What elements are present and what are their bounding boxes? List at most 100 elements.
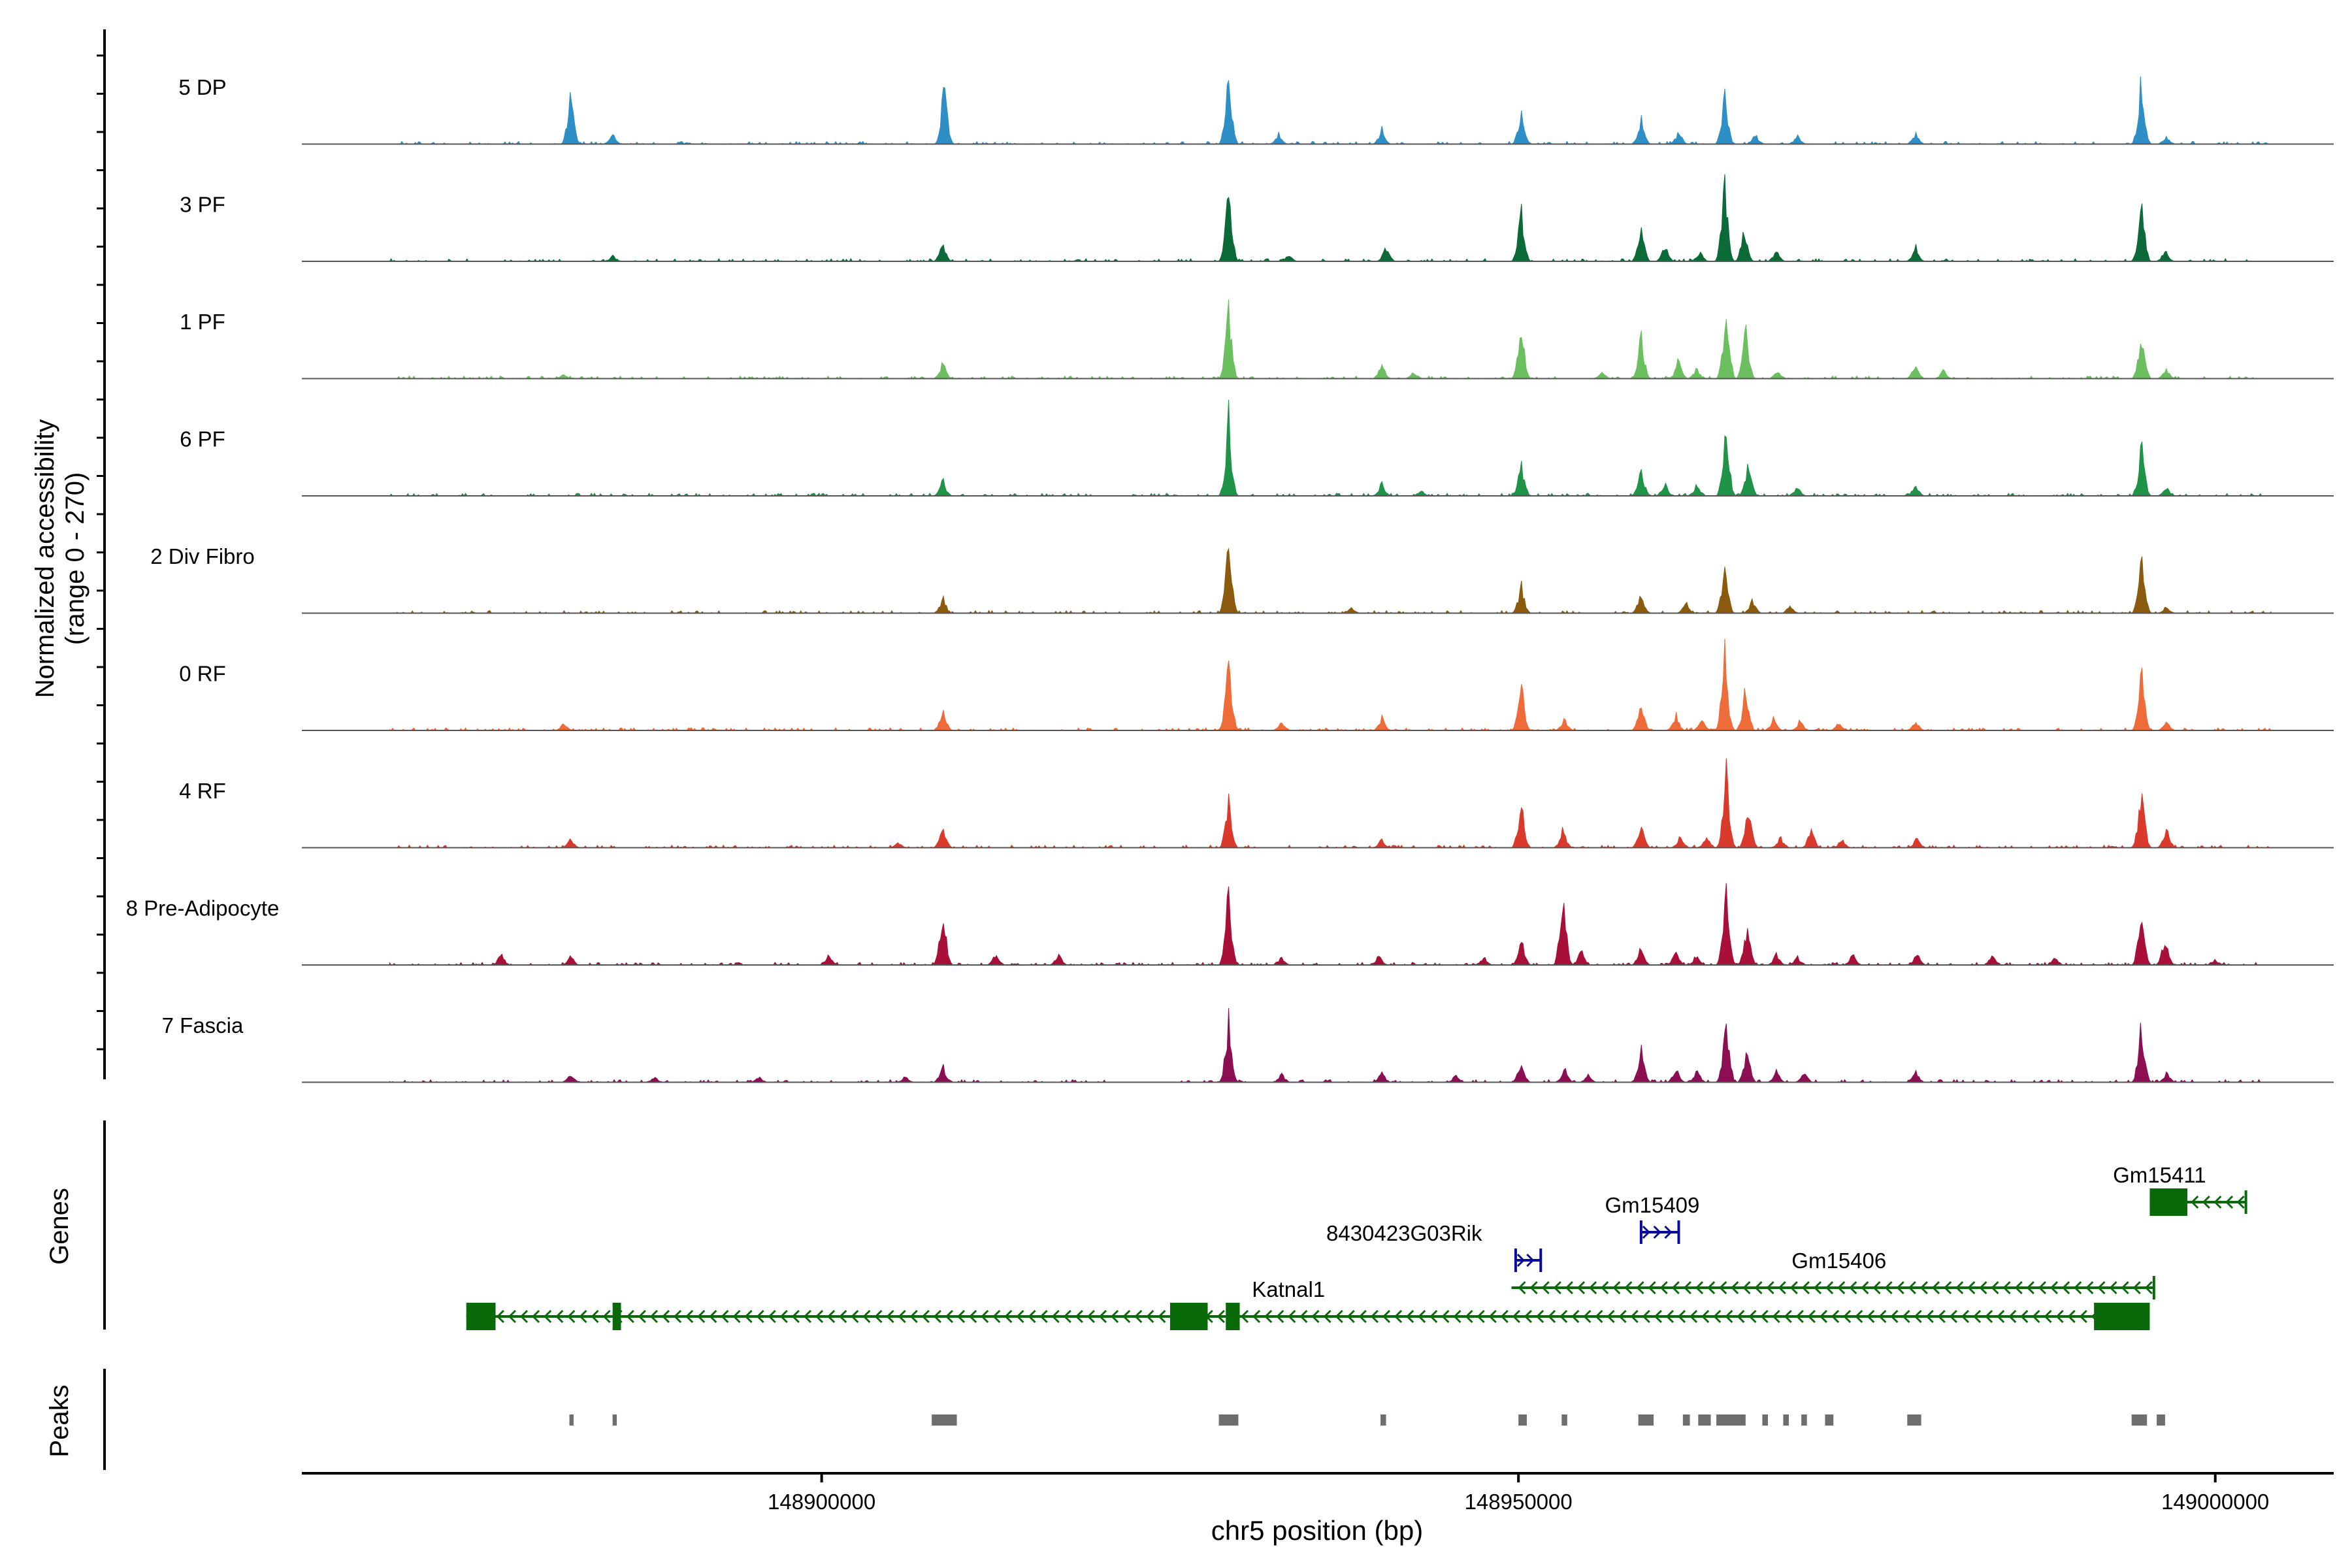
strand-chevron xyxy=(1529,1281,1538,1295)
strand-chevron xyxy=(992,1309,1001,1324)
track-8-pre-adipocyte: 8 Pre-Adipocyte xyxy=(126,883,2334,966)
strand-chevron xyxy=(1878,1309,1887,1324)
strand-chevron xyxy=(1819,1309,1828,1324)
strand-chevron xyxy=(1347,1309,1355,1324)
strand-chevron xyxy=(1754,1281,1763,1295)
strand-chevron xyxy=(2026,1281,2034,1295)
track-label: 4 RF xyxy=(179,779,226,803)
strand-chevron xyxy=(1288,1309,1296,1324)
strand-chevron xyxy=(1997,1309,2005,1324)
strand-chevron xyxy=(709,1309,717,1324)
strand-chevron xyxy=(1653,1225,1661,1239)
strand-chevron xyxy=(1884,1281,1893,1295)
strand-chevron xyxy=(803,1309,812,1324)
strand-chevron xyxy=(1465,1309,1473,1324)
peak-region xyxy=(1716,1414,1746,1426)
strand-chevron xyxy=(1991,1281,1999,1295)
strand-chevron xyxy=(1039,1309,1048,1324)
strand-chevron xyxy=(2132,1281,2141,1295)
track-label: 7 Fascia xyxy=(162,1013,244,1037)
x-axis-label: chr5 position (bp) xyxy=(1211,1515,1424,1546)
strand-chevron xyxy=(886,1309,894,1324)
strand-chevron xyxy=(1654,1309,1662,1324)
strand-chevron xyxy=(2067,1309,2076,1324)
genes-panel-label: Genes xyxy=(45,1188,74,1265)
track-label: 8 Pre-Adipocyte xyxy=(126,896,280,921)
strand-chevron xyxy=(602,1309,611,1324)
strand-chevron xyxy=(1742,1281,1751,1295)
strand-chevron xyxy=(1890,1309,1899,1324)
strand-chevron xyxy=(1526,1253,1535,1267)
strand-chevron xyxy=(2044,1309,2052,1324)
exon xyxy=(2149,1188,2188,1216)
strand-chevron xyxy=(2074,1281,2082,1295)
strand-chevron xyxy=(1583,1309,1592,1324)
x-axis-ticks: 148900000 148950000 149000000 xyxy=(768,1473,2269,1514)
strand-chevron xyxy=(968,1309,977,1324)
strand-chevron xyxy=(945,1309,954,1324)
strand-chevron xyxy=(1725,1309,1733,1324)
strand-chevron xyxy=(2050,1281,2059,1295)
strand-chevron xyxy=(768,1309,776,1324)
strand-chevron xyxy=(815,1309,824,1324)
strand-chevron xyxy=(1861,1281,1869,1295)
x-tick-label: 148900000 xyxy=(768,1490,875,1514)
strand-chevron xyxy=(1665,1309,1674,1324)
y-axis-label-line1: Normalized accessibility xyxy=(31,419,59,698)
strand-chevron xyxy=(1972,1309,1982,1324)
strand-chevron xyxy=(1063,1309,1071,1324)
strand-chevron xyxy=(1955,1281,1964,1295)
strand-chevron xyxy=(649,1309,658,1324)
gene-8430423g03rik: 8430423G03Rik xyxy=(1326,1221,1543,1272)
strand-chevron xyxy=(2032,1309,2040,1324)
x-axis: 148900000 148950000 149000000 chr5 positio… xyxy=(302,1472,2334,1546)
strand-chevron xyxy=(1518,1281,1526,1295)
strand-chevron xyxy=(1571,1309,1580,1324)
strand-chevron xyxy=(1311,1309,1320,1324)
strand-chevron xyxy=(1512,1309,1520,1324)
strand-chevron xyxy=(1370,1309,1379,1324)
strand-chevron xyxy=(2225,1195,2234,1209)
strand-chevron xyxy=(1524,1309,1533,1324)
strand-chevron xyxy=(839,1309,847,1324)
strand-chevron xyxy=(1843,1309,1852,1324)
strand-chevron xyxy=(1418,1309,1426,1324)
strand-chevron xyxy=(1789,1281,1798,1295)
strand-chevron xyxy=(1500,1309,1509,1324)
strand-chevron xyxy=(1925,1309,1934,1324)
strand-chevron xyxy=(1636,1281,1644,1295)
strand-chevron xyxy=(851,1309,859,1324)
peak-region xyxy=(612,1414,617,1426)
strand-chevron xyxy=(1335,1309,1343,1324)
strand-chevron xyxy=(661,1309,670,1324)
gene-label: Katnal1 xyxy=(1252,1277,1325,1301)
strand-chevron xyxy=(1607,1309,1615,1324)
strand-chevron xyxy=(1382,1309,1391,1324)
strand-chevron xyxy=(1535,1309,1544,1324)
strand-chevron xyxy=(531,1309,540,1324)
strand-chevron xyxy=(1949,1309,1957,1324)
strand-chevron xyxy=(1016,1309,1024,1324)
peak-region xyxy=(2157,1414,2165,1426)
strand-chevron xyxy=(1252,1309,1261,1324)
peak-regions xyxy=(569,1414,2165,1426)
strand-chevron xyxy=(981,1309,989,1324)
strand-chevron xyxy=(1867,1309,1875,1324)
strand-chevron xyxy=(1778,1281,1786,1295)
peaks-panel: Peaks xyxy=(45,1369,2165,1470)
peak-region xyxy=(1783,1414,1789,1426)
strand-chevron xyxy=(1086,1309,1096,1324)
exon xyxy=(1169,1303,1208,1330)
strand-chevron xyxy=(1855,1309,1863,1324)
strand-chevron xyxy=(685,1309,694,1324)
strand-chevron xyxy=(2144,1281,2153,1295)
exon xyxy=(1226,1303,1240,1330)
strand-chevron xyxy=(2008,1309,2017,1324)
strand-chevron xyxy=(1701,1309,1710,1324)
peak-region xyxy=(1825,1414,1834,1426)
strand-chevron xyxy=(1547,1309,1556,1324)
exon xyxy=(466,1303,496,1330)
coverage-panel: Normalized accessibility (range 0 - 270)… xyxy=(31,29,2334,1083)
strand-chevron xyxy=(1051,1309,1060,1324)
